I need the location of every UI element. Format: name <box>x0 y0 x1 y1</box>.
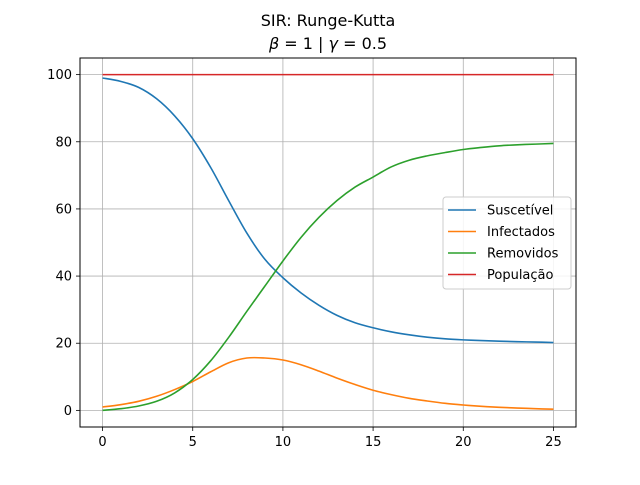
subtitle-beta-value: = 1 | <box>279 34 328 53</box>
subtitle-beta-symbol: β <box>268 34 279 53</box>
plot-area-frame <box>79 57 577 428</box>
chart-title: SIR: Runge-Kutta <box>261 11 396 30</box>
legend-box <box>442 196 572 290</box>
series-line-infectados <box>102 356 554 410</box>
x-tick-label: 5 <box>189 435 197 450</box>
y-tick-label: 0 <box>64 404 72 419</box>
chart-subtitle: β = 1 | γ = 0.5 <box>268 34 387 53</box>
subtitle-gamma-value: = 0.5 <box>338 34 387 53</box>
subtitle-gamma-symbol: γ <box>329 34 340 53</box>
x-tick-label: 0 <box>98 435 106 450</box>
legend-label-suscetivel: Suscetível <box>487 204 553 219</box>
series-line-suscetivel <box>102 77 554 344</box>
y-tick-label: 40 <box>55 270 72 285</box>
y-tick-label: 60 <box>55 202 72 217</box>
x-tick-label: 15 <box>365 435 382 450</box>
series-lines <box>102 73 554 412</box>
y-tick-label: 100 <box>47 68 72 83</box>
legend: Suscetível Infectados Removidos População <box>442 196 572 290</box>
x-tick-label: 20 <box>455 435 472 450</box>
x-tick-label: 10 <box>275 435 292 450</box>
x-tick-label: 25 <box>545 435 562 450</box>
legend-label-removidos: Removidos <box>487 247 559 262</box>
y-tick-label: 20 <box>55 337 72 352</box>
series-line-removidos <box>102 142 554 412</box>
y-tick-label: 80 <box>55 135 72 150</box>
axis-ticks: 0 5 10 15 20 25 0 20 40 60 80 100 <box>47 68 562 450</box>
legend-label-infectados: Infectados <box>487 225 555 240</box>
legend-label-populacao: População <box>487 268 554 283</box>
